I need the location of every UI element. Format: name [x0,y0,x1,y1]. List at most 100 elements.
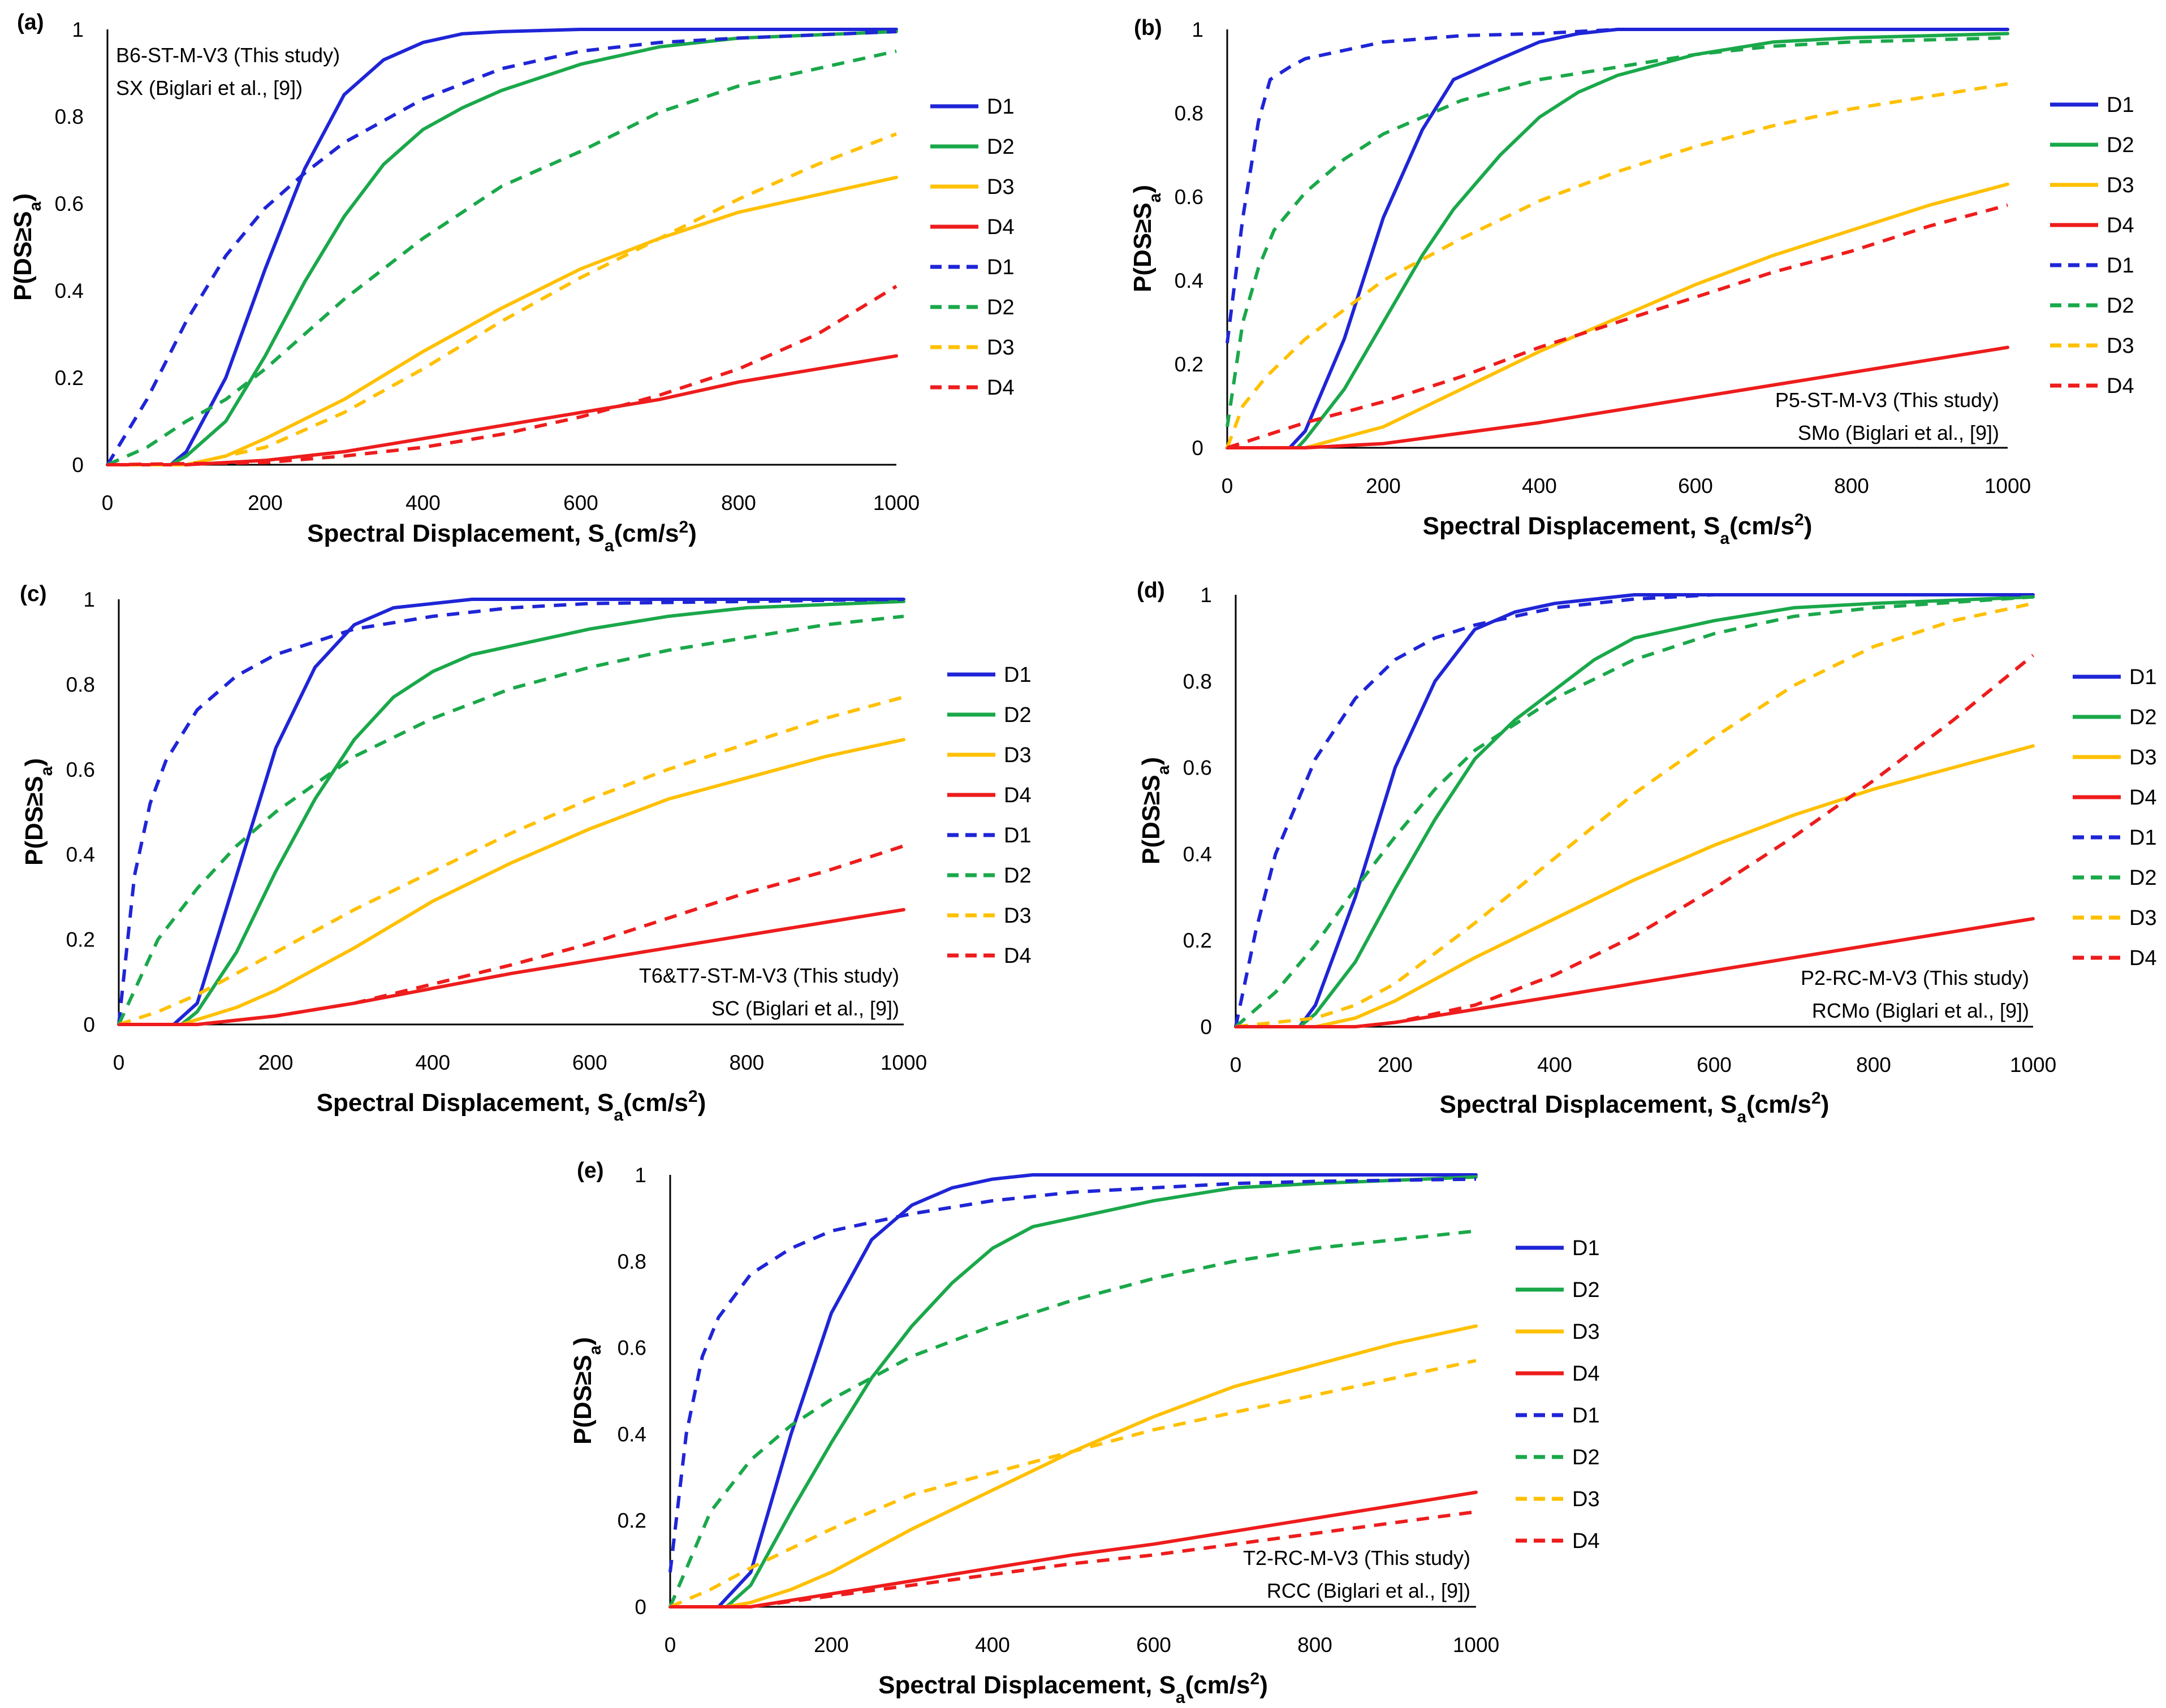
series-line-d4-dashed [670,1510,1477,1608]
y-tick-label: 0 [83,1013,95,1036]
legend-label: D1 [2107,254,2134,278]
legend-label: D4 [1572,1362,1600,1386]
legend-label: D2 [2129,706,2157,729]
legend-label: D2 [1004,864,1032,888]
legend-label: D1 [1572,1404,1600,1428]
series-line-d3-solid [1226,182,2009,449]
legend-label: D3 [2107,334,2134,358]
series-line-d3-dashed [107,132,898,466]
annotation-text: P5-ST-M-V3 (This study) [1775,388,1999,412]
panel-label: (d) [1137,578,1165,603]
series-line-d2-dashed [106,49,897,466]
legend-label: D2 [2129,866,2157,890]
x-tick-label: 0 [1222,474,1233,498]
series-line-d3-dashed [1235,602,2034,1028]
y-tick-label: 0.8 [1175,102,1203,125]
series-line-d4-dashed [1227,203,2008,449]
x-axis-title: Spectral Displacement, Sa(cm/s2) [1423,511,1813,548]
series-line-d1-dashed [1226,28,2008,344]
y-tick-label: 0.2 [66,928,95,952]
series-line-d1-solid [1234,593,2035,1028]
series-line-d3-solid [117,738,905,1026]
series-line-d3-solid [668,1324,1478,1608]
y-tick-label: 1 [83,588,95,611]
y-tick-label: 0.8 [66,673,95,696]
series-line-d3-solid [1234,744,2035,1028]
annotation-text: B6-ST-M-V3 (This study) [116,44,340,67]
x-tick-label: 800 [721,491,756,514]
x-tick-label: 800 [730,1051,765,1074]
series-line-d1-solid [668,1173,1478,1608]
y-axis-title: P(DS≥Sa) [9,193,45,301]
legend-label: D2 [2107,133,2134,157]
legend-label: D2 [1004,703,1032,727]
x-tick-label: 600 [1678,474,1713,498]
panel-label: (b) [1134,16,1162,40]
series-line-d1-solid [106,28,898,466]
x-tick-label: 600 [1136,1633,1171,1657]
series-line-d2-dashed [1226,36,2008,427]
legend-label: D4 [2107,374,2134,398]
x-tick-label: 200 [1378,1053,1413,1076]
y-tick-label: 0.4 [1183,842,1212,866]
y-tick-label: 0.4 [66,843,95,866]
chart-panel-3: 0 0.2 0.4 0.6 0.8 1 0 200 400 600 800 1000 (c) Spectr… [20,582,1032,1125]
series-line-d2-solid [106,29,898,466]
x-tick-label: 0 [102,491,114,514]
y-tick-label: 1 [1200,583,1212,607]
x-tick-label: 0 [665,1633,676,1657]
x-tick-label: 200 [814,1633,849,1657]
x-tick-label: 1000 [881,1051,927,1074]
series-line-d2-dashed [117,615,904,1026]
x-tick-label: 0 [1230,1053,1242,1076]
series-line-d3-dashed [1226,82,2008,449]
y-tick-label: 0.2 [1175,353,1203,376]
x-axis-title: Spectral Displacement, Sa(cm/s2) [878,1670,1268,1707]
legend-label: D4 [2129,786,2157,810]
x-tick-label: 600 [572,1051,607,1074]
chart-panel-5: 0 0.2 0.4 0.6 0.8 1 0 200 400 600 800 1000 (e) Spectr… [569,1158,1600,1707]
x-tick-label: 400 [1522,474,1557,498]
y-tick-label: 0.8 [55,105,84,128]
legend-label: D1 [2107,93,2134,117]
legend-label: D3 [987,336,1015,360]
legend-label: D2 [987,135,1015,159]
x-axis-title: Spectral Displacement, Sa(cm/s2) [1440,1089,1830,1126]
legend-label: D2 [1572,1278,1600,1302]
y-tick-label: 0.4 [618,1422,646,1446]
x-tick-label: 400 [415,1051,450,1074]
y-tick-label: 1 [72,18,84,41]
legend-label: D3 [2129,906,2157,930]
x-tick-label: 400 [1537,1053,1572,1076]
y-axis-title: P(DS≥Sa) [1137,757,1173,864]
legend-label: D1 [1004,663,1032,687]
x-tick-label: 1000 [1453,1633,1499,1657]
annotation-text: SC (Biglari et al., [9]) [711,997,899,1020]
legend-label: D4 [987,376,1015,400]
panel-label: (e) [577,1158,604,1183]
chart-panel-4: 0 0.2 0.4 0.6 0.8 1 0 200 400 600 800 1000 (d) Spectr… [1137,578,2157,1126]
series-line-d1-dashed [117,598,904,1025]
x-tick-label: 400 [975,1633,1010,1657]
y-tick-label: 0.6 [55,192,84,215]
x-tick-label: 600 [1697,1053,1732,1076]
legend-label: D3 [1004,743,1032,767]
series-line-d3-dashed [118,695,904,1026]
series-line-d2-solid [1226,32,2009,449]
y-tick-label: 0.2 [55,366,84,390]
annotation-text: SX (Biglari et al., [9]) [116,76,303,100]
series-line-d4-dashed [1236,654,2034,1028]
legend-label: D4 [2107,214,2134,237]
y-tick-label: 0 [635,1595,646,1619]
y-axis-title: P(DS≥Sa) [20,758,56,866]
y-tick-label: 0.6 [1183,756,1212,780]
legend-label: D3 [1572,1488,1600,1511]
y-tick-label: 0.4 [55,279,84,302]
legend-label: D4 [987,215,1015,239]
series-line-d2-dashed [668,1229,1477,1608]
x-tick-label: 200 [248,491,283,514]
legend-label: D2 [987,296,1015,319]
legend-label: D2 [2107,294,2134,318]
series-line-d2-dashed [1235,595,2034,1028]
